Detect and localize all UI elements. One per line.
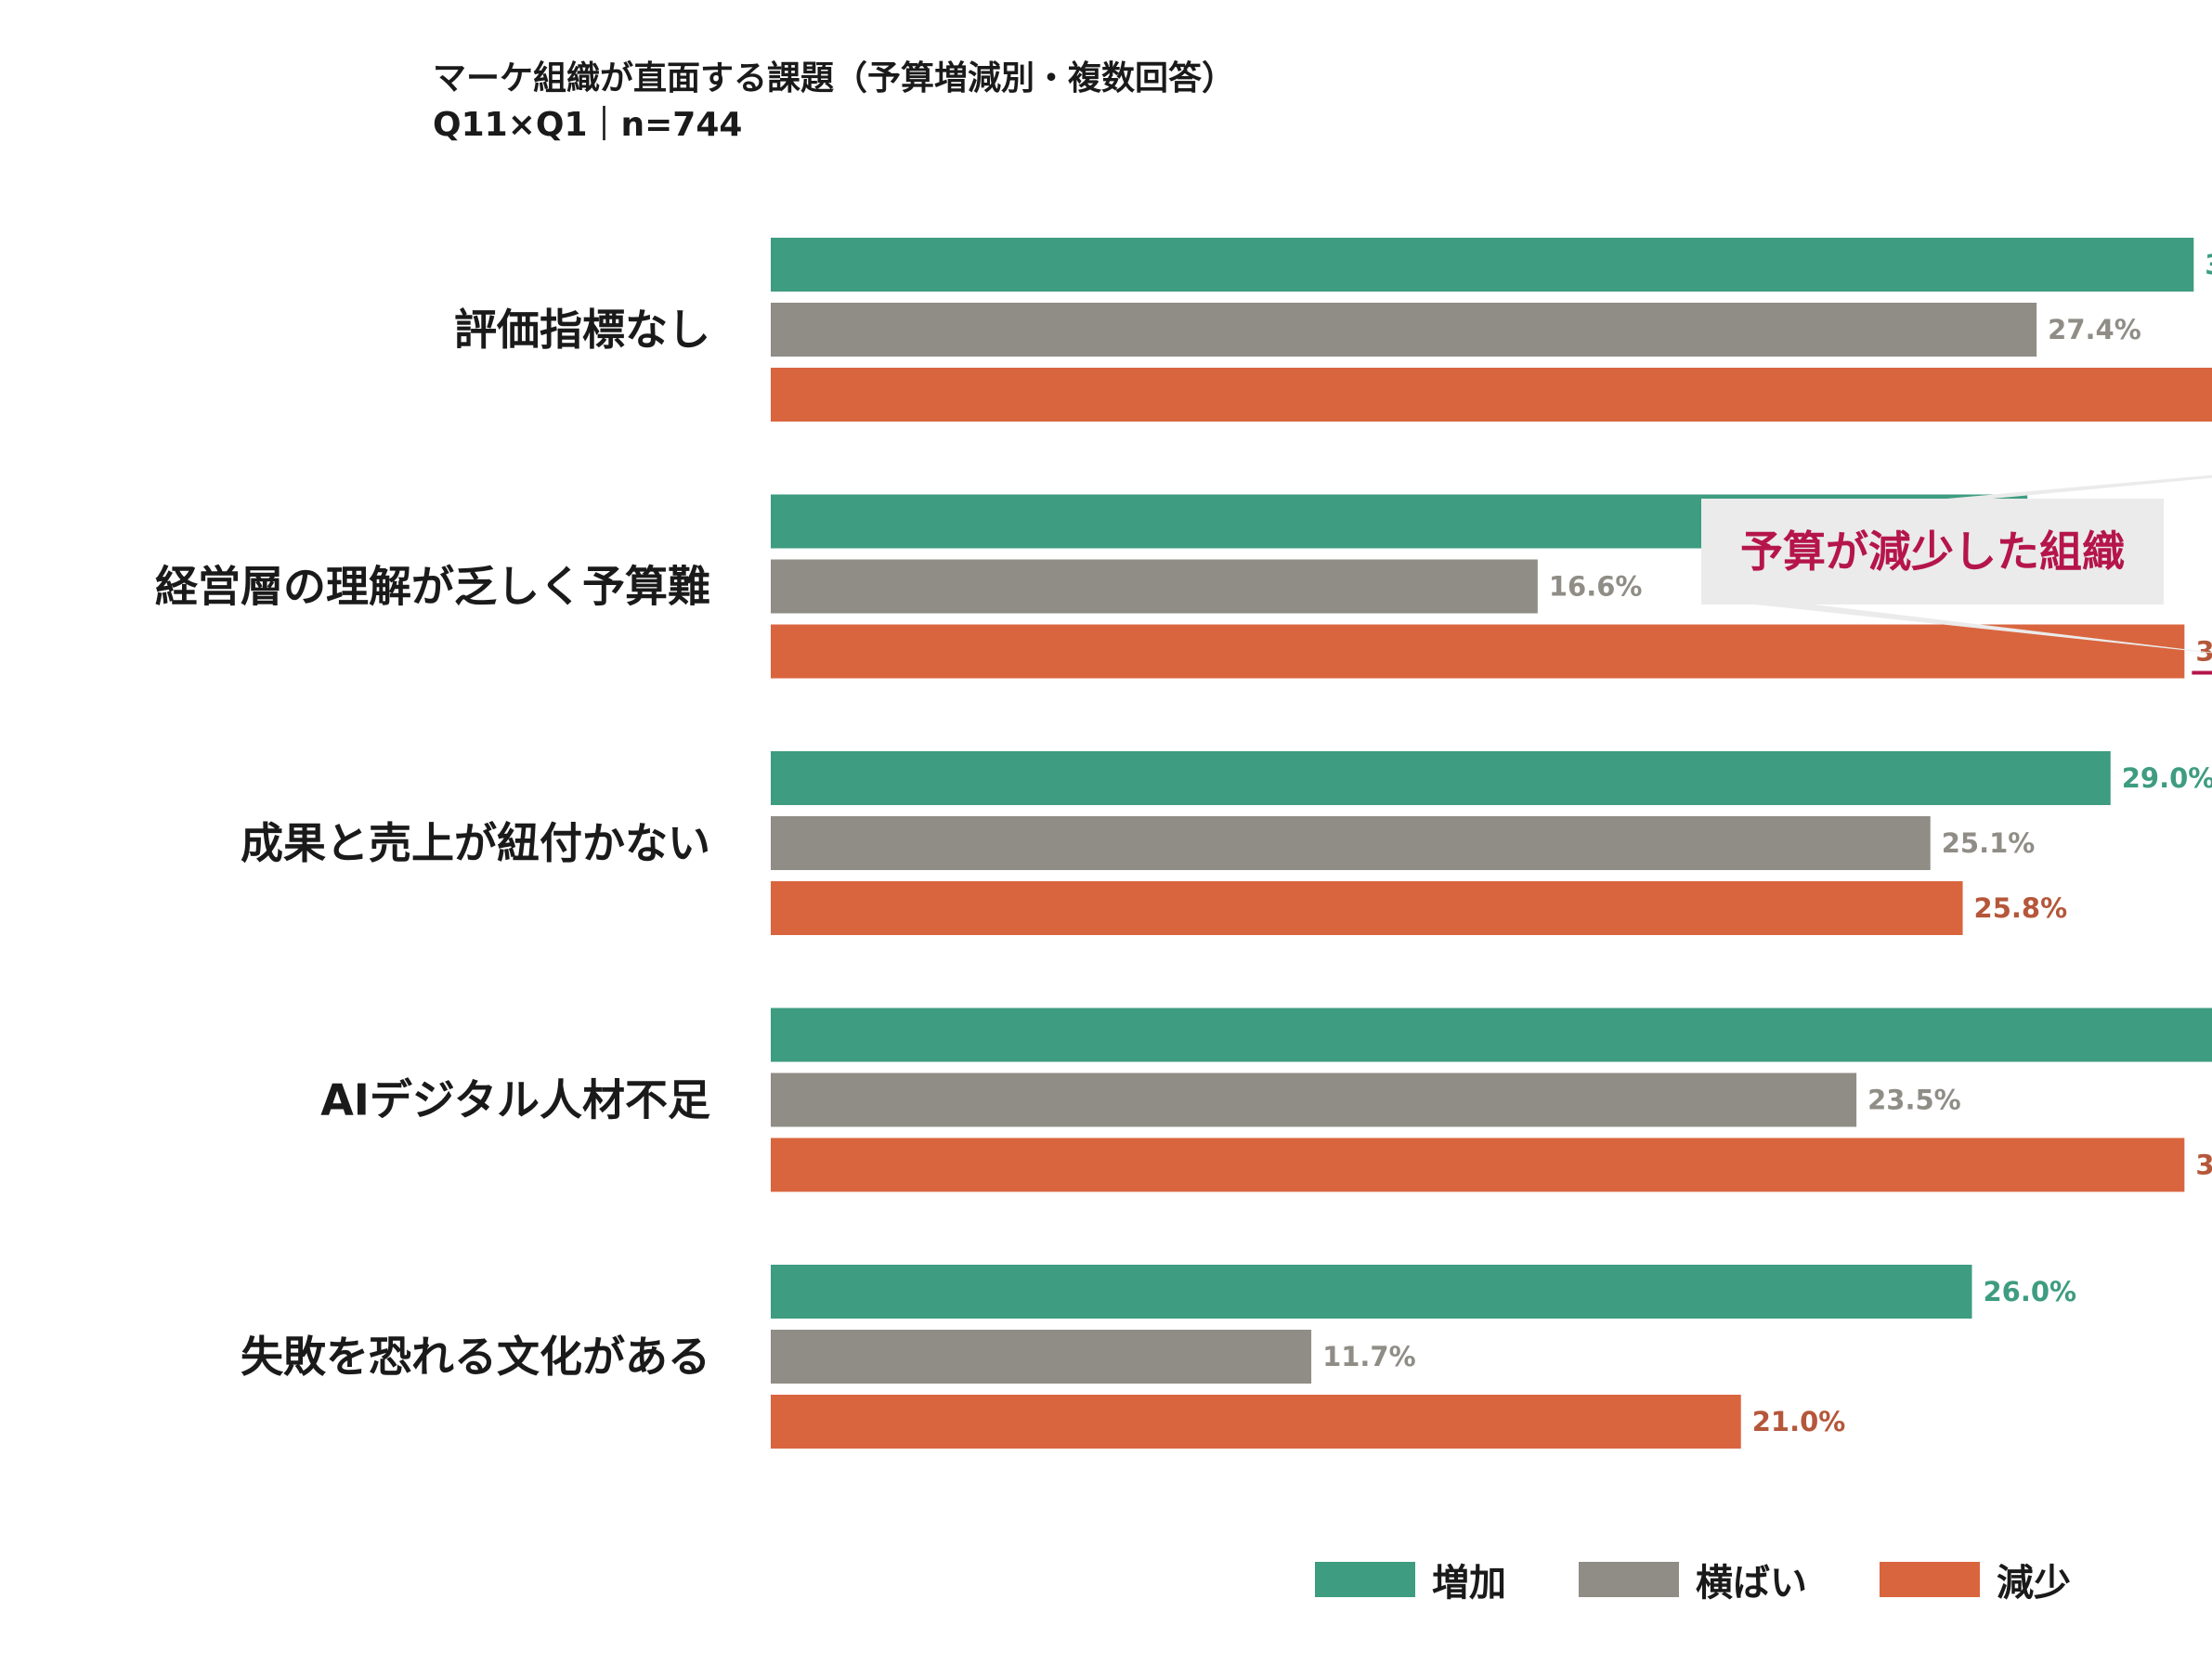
callout-text: 予算が減少した組織 — [1740, 526, 2125, 577]
data-label: 25.8% — [1974, 892, 2068, 924]
legend-label: 横ばい — [1696, 1562, 1807, 1605]
legend-label: 増加 — [1432, 1562, 1506, 1605]
legend-label: 減少 — [1997, 1562, 2071, 1605]
data-label: 29.0% — [2122, 762, 2212, 794]
bar-横ばい — [771, 1072, 1857, 1127]
category-label: 成果と売上が紐付かない — [241, 818, 710, 868]
bar-減少 — [771, 624, 2185, 679]
data-label: 27.4% — [2048, 314, 2141, 345]
chart-subtitle: Q11×Q1｜n=744 — [433, 106, 743, 144]
data-label: 21.0% — [1752, 1406, 1846, 1437]
legend-item: 減少 — [1880, 1553, 2071, 1606]
bar-減少 — [771, 1138, 2185, 1192]
data-label: 30.6% — [2195, 636, 2212, 668]
bar-減少 — [771, 1395, 1741, 1449]
data-label: 23.5% — [1867, 1085, 1961, 1116]
bar-横ばい — [771, 1330, 1312, 1384]
legend-item: 増加 — [1315, 1553, 1506, 1606]
bar-増加 — [771, 1008, 2212, 1062]
data-label: 30.6% — [2195, 1150, 2212, 1181]
bar-増加 — [771, 238, 2194, 292]
bar-横ばい — [771, 303, 2037, 357]
chart-title: マーケ組織が直面する課題（予算増減別・複数回答） — [433, 59, 1236, 98]
data-label: 11.7% — [1322, 1341, 1416, 1372]
data-label: 25.1% — [1942, 827, 2036, 859]
callout-pointer-up — [1936, 474, 2212, 500]
category-label: AIデジタル人材不足 — [320, 1075, 710, 1125]
bar-減少 — [771, 368, 2212, 422]
category-label: 失敗を恐れる文化がある — [241, 1332, 710, 1382]
bar-横ばい — [771, 559, 1538, 614]
data-label: 16.6% — [1549, 571, 1643, 603]
legend-swatch — [1315, 1562, 1415, 1597]
bar-増加 — [771, 1265, 1972, 1319]
data-label: 26.0% — [1984, 1276, 2077, 1307]
legend-swatch — [1880, 1562, 1980, 1597]
bar-減少 — [771, 881, 1963, 935]
legend-swatch — [1579, 1562, 1679, 1597]
category-label: 評価指標なし — [454, 305, 710, 355]
bar-横ばい — [771, 816, 1931, 870]
legend-item: 横ばい — [1579, 1553, 1807, 1606]
legend: 増加 横ばい 減少 — [1315, 1553, 2071, 1606]
data-label: 30.8% — [2205, 249, 2212, 280]
callout-box — [1701, 499, 2164, 604]
category-label: 経営層の理解が乏しく予算難 — [155, 562, 710, 612]
title-block: マーケ組織が直面する課題（予算増減別・複数回答） Q11×Q1｜n=744 — [433, 56, 1235, 149]
annotation-callout: 予算が減少した組織 — [1701, 474, 2212, 654]
bar-増加 — [771, 751, 2111, 805]
